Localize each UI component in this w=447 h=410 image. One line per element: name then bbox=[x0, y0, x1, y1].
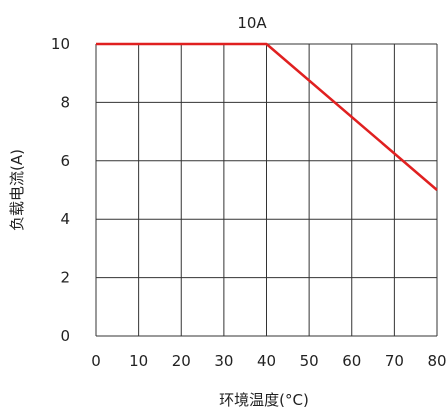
y-tick-label: 2 bbox=[60, 269, 70, 287]
x-tick-label: 10 bbox=[129, 352, 148, 370]
x-tick-label: 0 bbox=[91, 352, 101, 370]
chart-title: 10A bbox=[237, 14, 267, 32]
x-tick-label: 70 bbox=[385, 352, 404, 370]
y-tick-label: 6 bbox=[60, 152, 70, 170]
x-tick-label: 40 bbox=[257, 352, 276, 370]
y-tick-label: 4 bbox=[60, 210, 70, 228]
y-tick-label: 10 bbox=[51, 35, 70, 53]
x-tick-label: 50 bbox=[300, 352, 319, 370]
x-tick-label: 80 bbox=[427, 352, 446, 370]
x-tick-labels: 0 10 20 30 40 50 60 70 80 bbox=[91, 352, 446, 370]
y-axis-label: 负载电流(A) bbox=[8, 149, 26, 231]
x-tick-label: 60 bbox=[342, 352, 361, 370]
y-tick-labels: 0 2 4 6 8 10 bbox=[51, 35, 70, 345]
x-tick-label: 30 bbox=[214, 352, 233, 370]
grid-lines bbox=[96, 44, 437, 336]
x-tick-label: 20 bbox=[172, 352, 191, 370]
y-tick-label: 8 bbox=[60, 93, 70, 111]
y-tick-label: 0 bbox=[60, 327, 70, 345]
x-axis-label: 环境温度(°C) bbox=[219, 391, 309, 409]
